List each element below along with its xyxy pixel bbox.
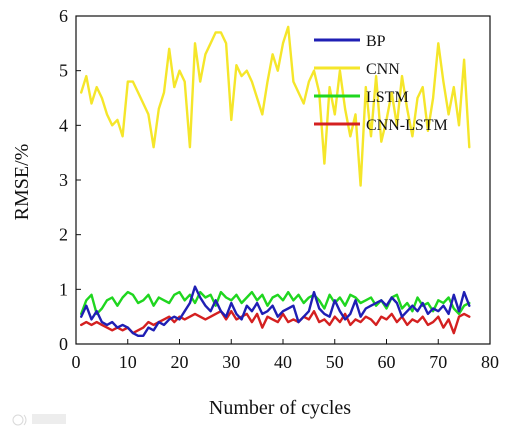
x-tick-label: 20 [171, 352, 189, 372]
x-tick-label: 60 [378, 352, 396, 372]
series-line-cnn [79, 25, 471, 187]
y-tick-label: 3 [59, 170, 68, 190]
x-tick-label: 70 [429, 352, 447, 372]
legend-label: LSTM [366, 89, 409, 106]
y-tick-label: 0 [59, 334, 68, 354]
x-tick-label: 0 [72, 352, 81, 372]
series-line-cnn-lstm [79, 310, 471, 335]
plot-frame [75, 15, 491, 345]
y-tick-label: 5 [59, 61, 68, 81]
x-tick-label: 40 [274, 352, 292, 372]
series-line-lstm [79, 290, 471, 316]
series-line-bp [79, 285, 471, 337]
x-axis-title: Number of cycles [209, 397, 351, 419]
x-tick-label: 10 [119, 352, 137, 372]
x-tick-label: 50 [326, 352, 344, 372]
x-tick-label: 80 [481, 352, 499, 372]
legend-label: BP [366, 33, 386, 50]
legend-label: CNN [366, 61, 400, 78]
legend: BP CNN LSTM CNN-LSTM [314, 33, 448, 134]
y-axis-title: RMSE/% [11, 144, 33, 221]
y-tick-label: 4 [59, 115, 68, 135]
x-tick-label: 30 [222, 352, 240, 372]
y-tick-label: 1 [59, 279, 68, 299]
plot-area [75, 15, 491, 345]
y-tick-label: 6 [59, 6, 68, 26]
legend-label: CNN-LSTM [366, 117, 448, 134]
y-tick-label: 2 [59, 225, 68, 245]
y-axis-ticks: 0 1 2 3 4 5 6 [59, 6, 81, 354]
x-axis-ticks: 0 10 20 30 40 50 60 70 80 [72, 339, 499, 372]
series-layer [79, 25, 471, 337]
watermark-logo [12, 414, 66, 426]
